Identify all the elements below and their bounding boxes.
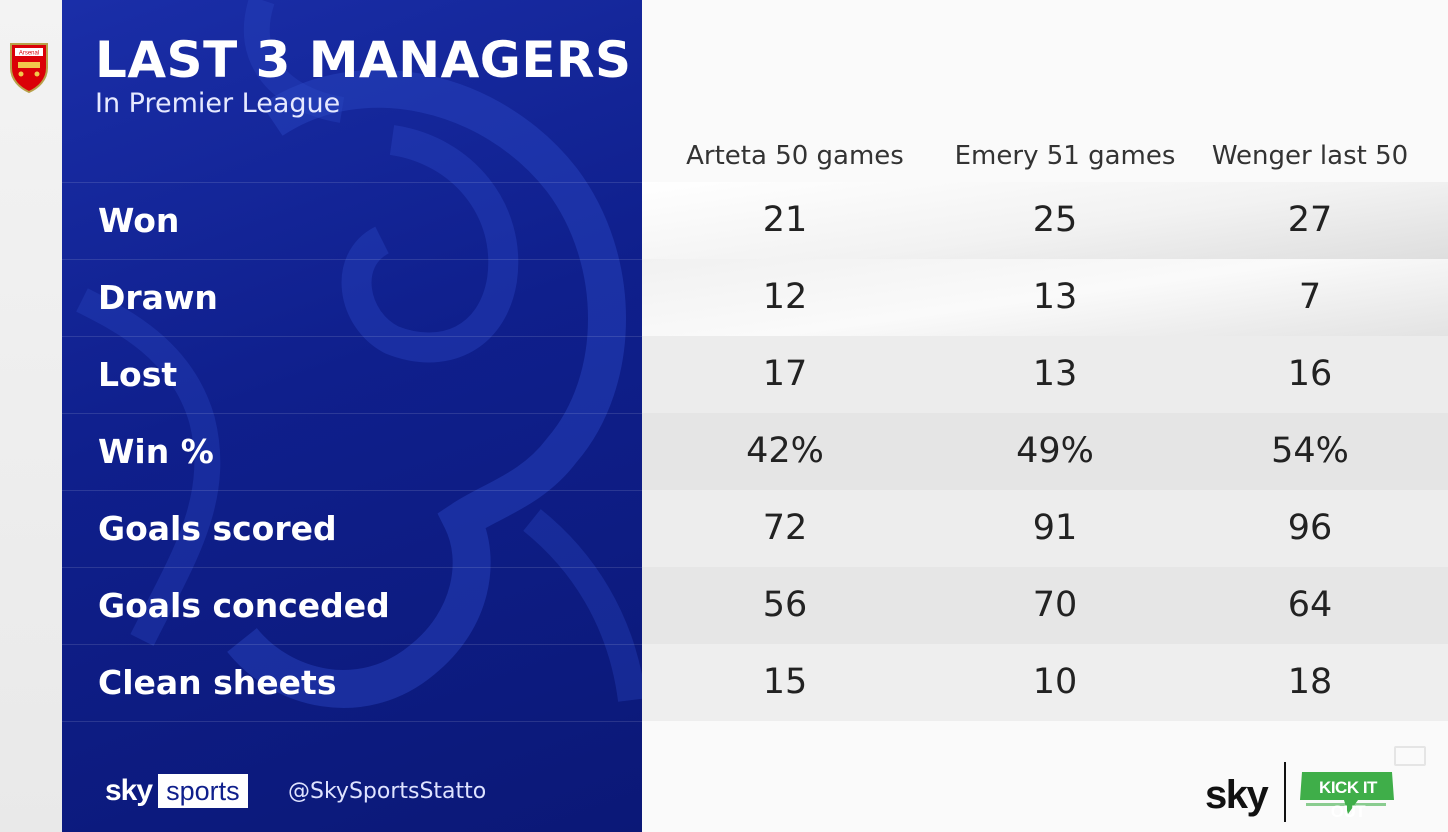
cell-arteta-lost: 17 bbox=[762, 354, 808, 394]
table-row bbox=[642, 336, 1448, 413]
twitter-handle: @SkySportsStatto bbox=[288, 779, 487, 804]
cell-arteta-clean-sheets: 15 bbox=[762, 662, 808, 702]
cell-arteta-goals-scored: 72 bbox=[762, 508, 808, 548]
kick-it-out-logo-icon bbox=[1300, 772, 1394, 814]
cell-emery-goals-scored: 91 bbox=[1032, 508, 1078, 548]
page-subtitle: In Premier League bbox=[95, 88, 341, 119]
blue-panel bbox=[62, 0, 642, 832]
table-row bbox=[642, 567, 1448, 644]
lion-watermark-icon bbox=[76, 0, 642, 708]
cell-emery-won: 25 bbox=[1032, 200, 1078, 240]
cell-wenger-lost: 16 bbox=[1287, 354, 1333, 394]
cell-arteta-won: 21 bbox=[762, 200, 808, 240]
row-label-goals-conceded: Goals conceded bbox=[98, 586, 390, 625]
column-header-arteta: Arteta 50 games bbox=[686, 141, 904, 171]
cell-wenger-goals-scored: 96 bbox=[1287, 508, 1333, 548]
cell-emery-goals-conceded: 70 bbox=[1032, 585, 1078, 625]
table-row bbox=[642, 182, 1448, 259]
row-label-lost: Lost bbox=[98, 355, 178, 394]
arsenal-crest-icon: Arsenal bbox=[10, 43, 48, 94]
table-row bbox=[642, 413, 1448, 490]
cell-emery-lost: 13 bbox=[1032, 354, 1078, 394]
sports-logo-box: sports bbox=[158, 774, 248, 808]
kick-it-out-text: KICK IT OUT bbox=[1319, 778, 1377, 821]
row-divider bbox=[62, 567, 642, 568]
row-label-won: Won bbox=[98, 201, 180, 240]
row-label-clean-sheets: Clean sheets bbox=[98, 663, 337, 702]
cell-wenger-clean-sheets: 18 bbox=[1287, 662, 1333, 702]
cell-emery-drawn: 13 bbox=[1032, 277, 1078, 317]
cell-wenger-goals-conceded: 64 bbox=[1287, 585, 1333, 625]
cell-emery-win-percent: 49% bbox=[1016, 431, 1094, 471]
sky-logo-word: sky bbox=[105, 774, 153, 807]
cell-wenger-win-percent: 54% bbox=[1271, 431, 1349, 471]
sky-sports-logo: sky sports bbox=[105, 773, 248, 809]
row-divider bbox=[62, 644, 642, 645]
row-divider bbox=[62, 259, 642, 260]
row-divider bbox=[62, 336, 642, 337]
row-label-goals-scored: Goals scored bbox=[98, 509, 337, 548]
tv-icon bbox=[1394, 746, 1426, 766]
sky-brand-logo: sky bbox=[1205, 773, 1269, 817]
column-header-emery: Emery 51 games bbox=[954, 141, 1176, 171]
table-row bbox=[642, 259, 1448, 336]
footer-divider bbox=[1284, 762, 1286, 822]
svg-text:Arsenal: Arsenal bbox=[19, 51, 39, 57]
left-strip bbox=[0, 0, 62, 832]
table-row bbox=[642, 644, 1448, 721]
cell-arteta-win-percent: 42% bbox=[746, 431, 824, 471]
column-header-wenger: Wenger last 50 bbox=[1211, 141, 1409, 171]
row-label-win-percent: Win % bbox=[98, 432, 214, 471]
cell-arteta-goals-conceded: 56 bbox=[762, 585, 808, 625]
row-divider bbox=[62, 182, 642, 183]
page-title: LAST 3 MANAGERS bbox=[95, 31, 632, 89]
row-divider bbox=[62, 721, 642, 722]
cell-wenger-drawn: 7 bbox=[1298, 277, 1322, 317]
cell-wenger-won: 27 bbox=[1287, 200, 1333, 240]
row-divider bbox=[62, 490, 642, 491]
table-row bbox=[642, 490, 1448, 567]
row-label-drawn: Drawn bbox=[98, 278, 218, 317]
cell-emery-clean-sheets: 10 bbox=[1032, 662, 1078, 702]
row-divider bbox=[62, 413, 642, 414]
cell-arteta-drawn: 12 bbox=[762, 277, 808, 317]
